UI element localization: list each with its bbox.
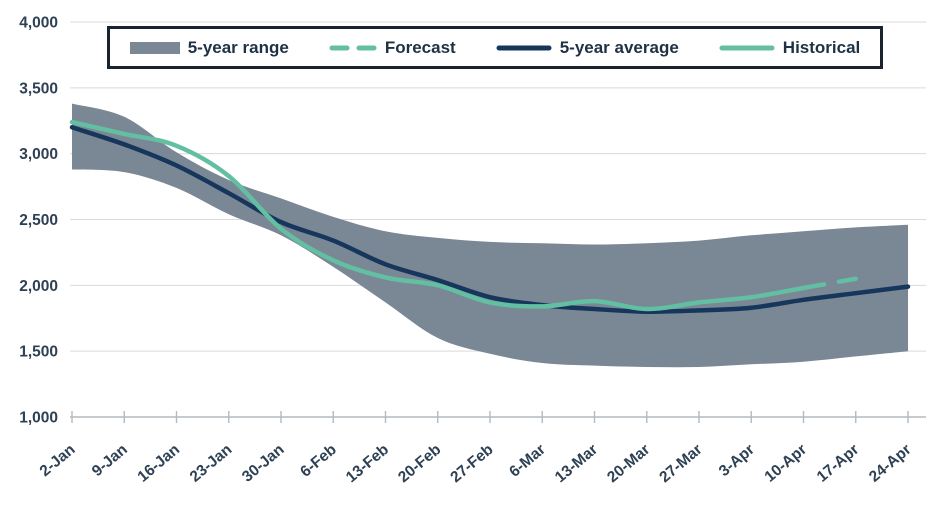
x-axis-label: 2-Jan bbox=[37, 441, 79, 480]
y-axis-label: 4,000 bbox=[19, 15, 58, 32]
dashed-line-swatch-icon bbox=[329, 45, 377, 50]
x-axis-label: 23-Jan bbox=[187, 441, 236, 486]
range-band bbox=[72, 103, 908, 368]
chart-legend: 5-year range Forecast 5-year average His… bbox=[107, 26, 883, 69]
x-axis-label: 6-Feb bbox=[297, 441, 340, 481]
x-axis-label: 9-Jan bbox=[89, 441, 131, 480]
teal-line-swatch-icon bbox=[719, 45, 775, 50]
y-axis-label: 2,500 bbox=[19, 212, 58, 229]
legend-item-label: Forecast bbox=[384, 37, 456, 57]
legend-item-label: 5-year average bbox=[559, 37, 679, 57]
legend-item-5-year-range: 5-year range bbox=[129, 37, 289, 58]
x-axis-label: 20-Mar bbox=[604, 441, 653, 486]
forecast-line bbox=[801, 276, 858, 291]
y-axis-label: 3,500 bbox=[19, 80, 58, 97]
x-axis-label: 6-Mar bbox=[506, 441, 549, 481]
x-axis-label: 3-Apr bbox=[716, 441, 758, 480]
x-axis-label: 20-Feb bbox=[395, 441, 444, 486]
x-axis-label: 10-Apr bbox=[762, 441, 811, 486]
5-year-average-line bbox=[69, 125, 911, 314]
band-swatch-icon bbox=[129, 41, 180, 54]
legend-item-forecast: Forecast bbox=[329, 38, 456, 58]
x-axis-label: 30-Jan bbox=[239, 441, 288, 486]
y-axis-label: 2,000 bbox=[19, 278, 58, 295]
x-axis-label: 17-Apr bbox=[814, 441, 863, 486]
x-axis-label: 13-Feb bbox=[343, 441, 392, 486]
historical-line bbox=[69, 119, 806, 312]
legend-item-5-year-average: 5-year average bbox=[496, 38, 679, 58]
x-axis-label: 24-Apr bbox=[866, 441, 915, 486]
y-axis-label: 1,500 bbox=[19, 344, 58, 361]
legend-item-label: Historical bbox=[782, 37, 861, 57]
y-axis-label: 3,000 bbox=[19, 146, 58, 163]
x-axis-label: 16-Jan bbox=[135, 441, 184, 486]
legend-item-label: 5-year range bbox=[187, 37, 289, 57]
legend-item-historical: Historical bbox=[719, 38, 860, 58]
y-axis-label: 1,000 bbox=[19, 410, 58, 427]
x-axis-label: 27-Mar bbox=[656, 441, 705, 486]
x-axis-label: 27-Feb bbox=[447, 441, 496, 486]
navy-line-swatch-icon bbox=[496, 45, 552, 50]
x-axis-label: 13-Mar bbox=[552, 441, 601, 486]
